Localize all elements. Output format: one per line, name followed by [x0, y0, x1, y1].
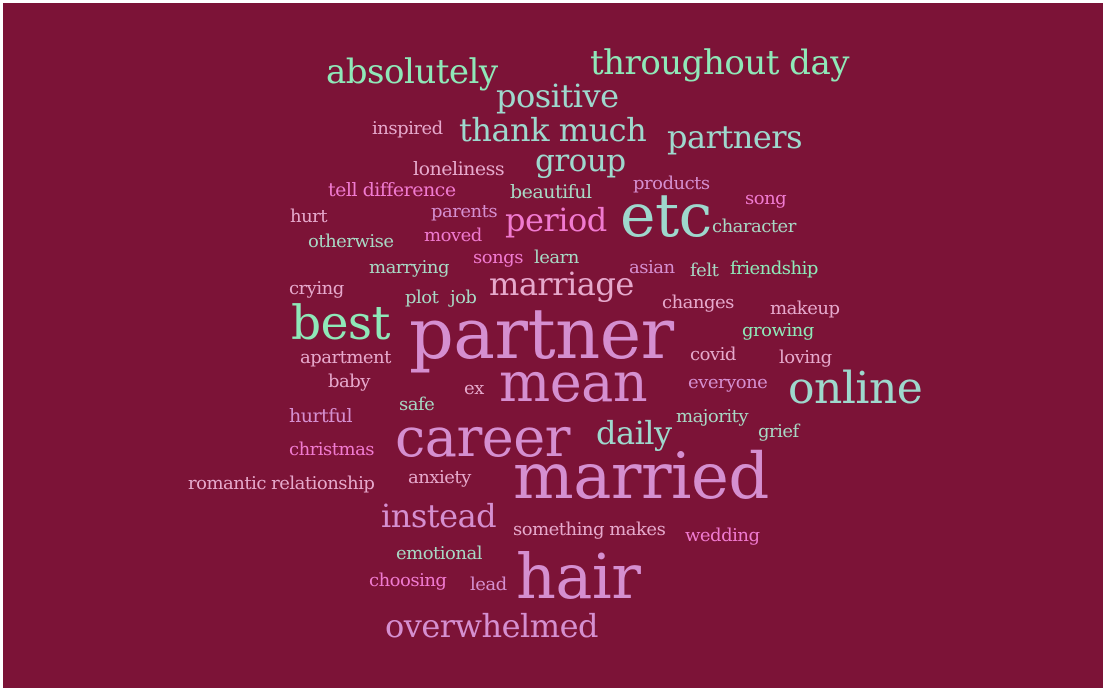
word-songs: songs [473, 247, 523, 268]
word-crying: crying [289, 278, 344, 299]
word-growing: growing [742, 320, 814, 341]
word-absolutely: absolutely [326, 52, 498, 92]
word-overwhelmed: overwhelmed [385, 607, 599, 645]
word-moved: moved [424, 225, 482, 246]
word-hurt: hurt [290, 206, 328, 227]
word-choosing: choosing [369, 570, 447, 591]
word-everyone: everyone [688, 372, 768, 393]
word-loneliness: loneliness [413, 158, 505, 180]
word-products: products [633, 173, 710, 194]
word-covid: covid [690, 344, 736, 365]
word-plot: plot [405, 287, 439, 308]
word-positive: positive [496, 77, 619, 115]
word-best: best [291, 296, 390, 351]
word-partners: partners [667, 118, 802, 156]
word-christmas: christmas [289, 439, 375, 460]
word-lead: lead [470, 574, 507, 595]
word-something-makes: something makes [513, 519, 666, 540]
word-felt: felt [690, 260, 719, 281]
word-grief: grief [758, 421, 799, 442]
word-mean: mean [499, 351, 648, 414]
word-character: character [712, 216, 796, 237]
word-thank-much: thank much [459, 111, 647, 149]
word-majority: majority [676, 406, 748, 427]
word-marrying: marrying [369, 257, 450, 278]
word-baby: baby [328, 371, 370, 392]
word-period: period [505, 201, 607, 239]
word-online: online [788, 363, 923, 414]
word-group: group [535, 143, 626, 179]
word-romantic-relationship: romantic relationship [188, 473, 375, 494]
word-anxiety: anxiety [408, 467, 471, 488]
word-married: married [513, 440, 769, 514]
word-throughout-day: throughout day [590, 43, 849, 83]
word-job: job [450, 287, 477, 308]
word-loving: loving [779, 347, 832, 368]
word-beautiful: beautiful [510, 181, 592, 203]
word-career: career [395, 406, 570, 469]
word-otherwise: otherwise [308, 231, 394, 252]
word-apartment: apartment [300, 347, 391, 368]
word-friendship: friendship [730, 258, 818, 279]
word-tell-difference: tell difference [328, 179, 456, 201]
word-ex: ex [464, 378, 484, 399]
word-emotional: emotional [396, 543, 482, 564]
word-partner: partner [409, 293, 674, 375]
word-hurtful: hurtful [289, 405, 353, 427]
word-learn: learn [534, 247, 579, 268]
word-changes: changes [662, 292, 734, 313]
word-daily: daily [596, 414, 672, 452]
word-song: song [745, 188, 787, 209]
word-inspired: inspired [372, 118, 443, 139]
word-instead: instead [381, 497, 497, 535]
word-safe: safe [399, 394, 435, 415]
word-marriage: marriage [489, 265, 634, 303]
word-cloud: absolutely throughout day positive inspi… [3, 3, 1103, 688]
word-hair: hair [516, 540, 641, 613]
word-parents: parents [431, 201, 498, 222]
word-makeup: makeup [770, 298, 840, 319]
word-asian: asian [629, 257, 675, 278]
word-etc: etc [620, 181, 712, 251]
word-wedding: wedding [685, 525, 760, 546]
